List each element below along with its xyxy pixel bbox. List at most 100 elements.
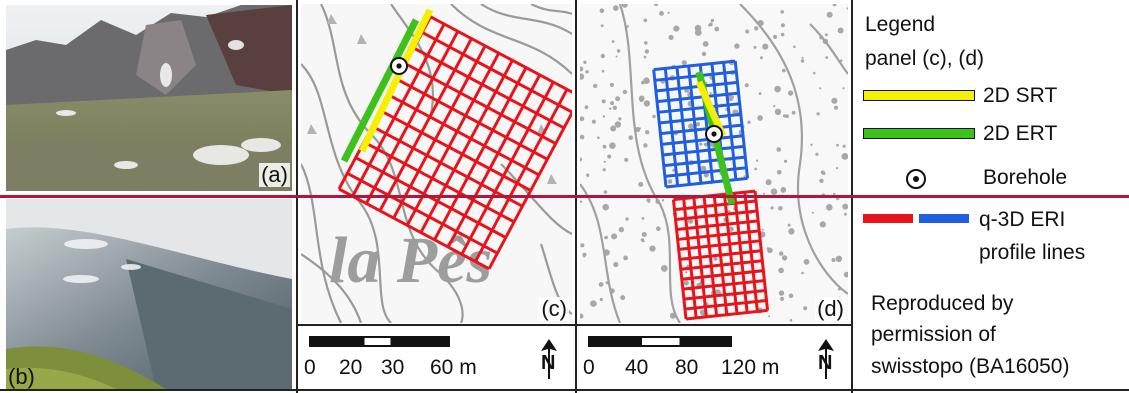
scree-dot	[603, 190, 608, 194]
scree-dot	[681, 60, 687, 66]
scale-c-tick-30: 30	[381, 356, 405, 379]
scree-dot	[616, 49, 621, 53]
scree-dot	[773, 34, 778, 39]
scree-dot	[793, 45, 796, 49]
scree-dot	[598, 282, 604, 287]
scree-dot	[643, 143, 648, 148]
scree-dot	[580, 73, 585, 80]
scree-dot	[622, 89, 628, 95]
scree-dot	[583, 60, 587, 64]
scree-dot	[688, 123, 694, 130]
scree-dot	[744, 83, 749, 88]
legend-title-line2: panel (c), (d)	[865, 47, 985, 70]
eri-profile-line	[683, 289, 766, 301]
scree-dot	[765, 179, 772, 186]
scree-dot	[783, 159, 788, 163]
scree-dot	[643, 77, 650, 84]
eri-profile-line	[338, 187, 490, 271]
scree-dot	[609, 107, 612, 110]
map-d-borehole-icon	[705, 125, 723, 143]
scree-dot	[776, 147, 781, 152]
eri-profile-line	[364, 30, 460, 205]
scree-dot	[597, 136, 600, 139]
scree-dot	[580, 66, 584, 72]
scree-dot	[833, 192, 836, 196]
scree-dot	[624, 157, 629, 162]
eri-profile-line	[446, 74, 542, 248]
scree-dot	[580, 313, 584, 319]
scree-dot	[728, 226, 734, 232]
scree-dot	[667, 11, 670, 14]
scree-dot	[703, 142, 708, 147]
eri-profile-line	[657, 102, 740, 114]
scree-dot	[781, 255, 788, 261]
scree-dot	[620, 295, 626, 301]
scree-dot	[701, 51, 707, 57]
scree-dot	[709, 92, 712, 95]
scree-dot	[611, 40, 615, 43]
scree-dot	[600, 24, 604, 28]
photo-b: (b)	[6, 199, 292, 389]
eri-profile-line	[753, 190, 770, 311]
scale-d-tick-40: 40	[625, 356, 649, 379]
map-c: la Pês (c)	[301, 4, 572, 323]
scree-dot	[800, 59, 805, 63]
scree-dot	[815, 152, 819, 156]
scree-dot	[836, 167, 839, 170]
scree-dot	[654, 4, 659, 7]
scree-dot	[652, 114, 656, 119]
scree-dot	[842, 144, 846, 148]
eri-profile-line	[678, 239, 761, 251]
scree-dot	[753, 45, 757, 49]
eri-profile-line	[652, 69, 668, 188]
scree-dot	[780, 187, 787, 193]
eri-profile-line	[676, 219, 759, 231]
scree-dot	[714, 26, 720, 32]
eri-profile-line	[675, 209, 758, 222]
scree-dot	[603, 160, 606, 163]
scree-dot	[618, 117, 622, 121]
credit-line1: Reproduced by	[871, 292, 1014, 315]
eri-profile-line	[388, 93, 540, 177]
scree-dot	[774, 85, 781, 93]
eri-profile-line	[378, 37, 473, 212]
scree-dot	[731, 95, 734, 99]
eri-profile-line	[474, 88, 569, 263]
scree-dot	[661, 199, 665, 202]
scree-dot	[625, 217, 629, 221]
eri-profile-line	[655, 80, 738, 93]
scree-dot	[641, 232, 647, 237]
scree-dot	[757, 115, 763, 121]
scalebar-c-bar	[309, 336, 450, 347]
scree-dot	[837, 27, 844, 34]
scree-dot	[600, 53, 605, 59]
eri-profile-line	[677, 229, 760, 241]
scree-dot	[602, 168, 606, 172]
scree-dot	[785, 114, 789, 118]
scree-dot	[660, 265, 668, 272]
legend-title-line1: Legend	[865, 13, 936, 36]
scree-dot	[791, 110, 796, 115]
scree-dot	[810, 143, 813, 146]
photo-b-landscape	[6, 199, 292, 389]
legend-ert-label: 2D ERT	[983, 122, 1058, 145]
eri-profile-line	[685, 308, 768, 321]
photo-a: (a)	[6, 5, 292, 191]
scree-dot	[685, 271, 688, 274]
scree-dot	[782, 68, 786, 73]
scree-dot	[611, 233, 618, 240]
scree-dot	[584, 105, 589, 110]
scree-dot	[638, 127, 641, 130]
scree-dot	[644, 41, 648, 45]
scree-dot	[816, 112, 820, 116]
scree-dot	[822, 171, 826, 176]
scree-dot	[610, 125, 617, 132]
legend-eri-label-line1: q-3D ERI	[979, 208, 1066, 231]
scree-dot	[747, 120, 751, 124]
eri-profile-line	[663, 155, 746, 168]
scree-dot	[713, 256, 718, 261]
scree-dot	[842, 87, 845, 90]
legend-srt-swatch	[863, 90, 975, 101]
panel-b-label: (b)	[8, 364, 35, 389]
eri-profile-line	[379, 109, 532, 192]
